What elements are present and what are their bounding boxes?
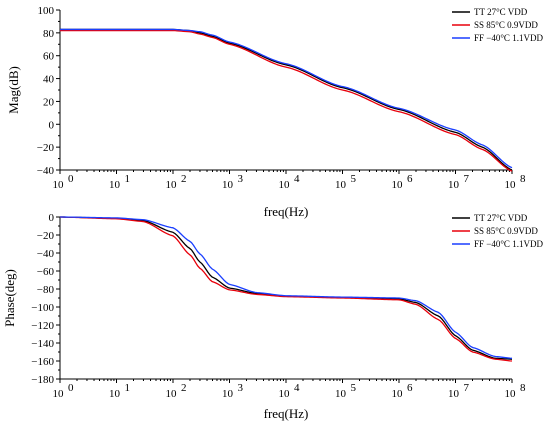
y-axis-title: Mag(dB) <box>6 66 21 114</box>
x-tick-label: 10 <box>505 179 517 191</box>
x-tick-label: 10 <box>279 179 291 191</box>
y-tick-label: −60 <box>37 266 55 278</box>
x-tick-exponent: 0 <box>68 382 74 394</box>
x-tick-exponent: 3 <box>238 382 244 394</box>
x-tick-label: 10 <box>335 388 347 400</box>
x-tick-exponent: 1 <box>125 382 131 394</box>
y-tick-label: −80 <box>37 284 55 296</box>
series-line-2 <box>59 216 513 362</box>
x-tick-label: 10 <box>109 388 121 400</box>
x-tick-label: 10 <box>53 388 65 400</box>
y-tick-label: −100 <box>31 302 54 314</box>
y-tick-label: 0 <box>49 119 55 131</box>
x-axis-title: freq(Hz) <box>264 406 309 421</box>
x-tick-label: 10 <box>279 388 291 400</box>
legend-entry-2: SS 85°C 0.9VDD <box>474 226 538 236</box>
x-tick-label: 10 <box>109 179 121 191</box>
x-tick-label: 10 <box>53 179 65 191</box>
series-line-3 <box>59 216 513 359</box>
y-tick-label: 100 <box>38 5 55 17</box>
series-line-3 <box>60 28 513 169</box>
y-tick-label: 80 <box>43 28 55 40</box>
series-line-1 <box>59 216 513 360</box>
series-line-1 <box>60 28 513 171</box>
legend-entry-1: TT 27°C VDD <box>474 213 528 223</box>
y-tick-label: −40 <box>37 248 55 260</box>
x-tick-exponent: 8 <box>520 173 526 185</box>
x-tick-exponent: 0 <box>68 173 74 185</box>
y-tick-label: 20 <box>43 96 55 108</box>
x-tick-label: 10 <box>335 179 347 191</box>
x-tick-label: 10 <box>222 179 234 191</box>
x-tick-exponent: 4 <box>294 382 300 394</box>
series-line-2 <box>60 29 513 172</box>
y-tick-label: 60 <box>43 51 55 63</box>
legend-entry-1: TT 27°C VDD <box>474 7 528 17</box>
x-tick-label: 10 <box>392 179 404 191</box>
y-tick-label: −40 <box>37 165 55 177</box>
x-tick-label: 10 <box>448 179 460 191</box>
y-tick-label: −160 <box>31 356 54 368</box>
y-tick-label: −20 <box>37 142 55 154</box>
legend-entry-2: SS 85°C 0.9VDD <box>474 20 538 30</box>
x-tick-label: 10 <box>222 388 234 400</box>
x-tick-exponent: 4 <box>294 173 300 185</box>
y-tick-label: −20 <box>37 230 55 242</box>
y-tick-label: 40 <box>43 74 55 86</box>
x-tick-exponent: 5 <box>351 382 357 394</box>
y-tick-label: −180 <box>31 374 54 386</box>
x-tick-exponent: 3 <box>238 173 244 185</box>
y-tick-label: −120 <box>31 320 54 332</box>
y-axis-title: Phase(deg) <box>2 269 17 327</box>
x-tick-label: 10 <box>505 388 517 400</box>
x-tick-exponent: 2 <box>181 173 187 185</box>
x-tick-label: 10 <box>392 388 404 400</box>
x-tick-exponent: 6 <box>407 173 413 185</box>
x-tick-label: 10 <box>166 179 178 191</box>
x-axis-title: freq(Hz) <box>264 204 309 219</box>
x-tick-exponent: 8 <box>520 382 526 394</box>
y-tick-label: −140 <box>31 338 54 350</box>
x-tick-exponent: 7 <box>464 173 470 185</box>
x-tick-exponent: 7 <box>464 382 470 394</box>
x-tick-exponent: 5 <box>351 173 357 185</box>
x-tick-exponent: 6 <box>407 382 413 394</box>
legend-entry-3: FF −40°C 1.1VDD <box>474 239 543 249</box>
x-tick-exponent: 1 <box>125 173 131 185</box>
x-tick-exponent: 2 <box>181 382 187 394</box>
x-tick-label: 10 <box>166 388 178 400</box>
legend-entry-3: FF −40°C 1.1VDD <box>474 33 543 43</box>
x-tick-label: 10 <box>448 388 460 400</box>
y-tick-label: 0 <box>49 212 55 224</box>
